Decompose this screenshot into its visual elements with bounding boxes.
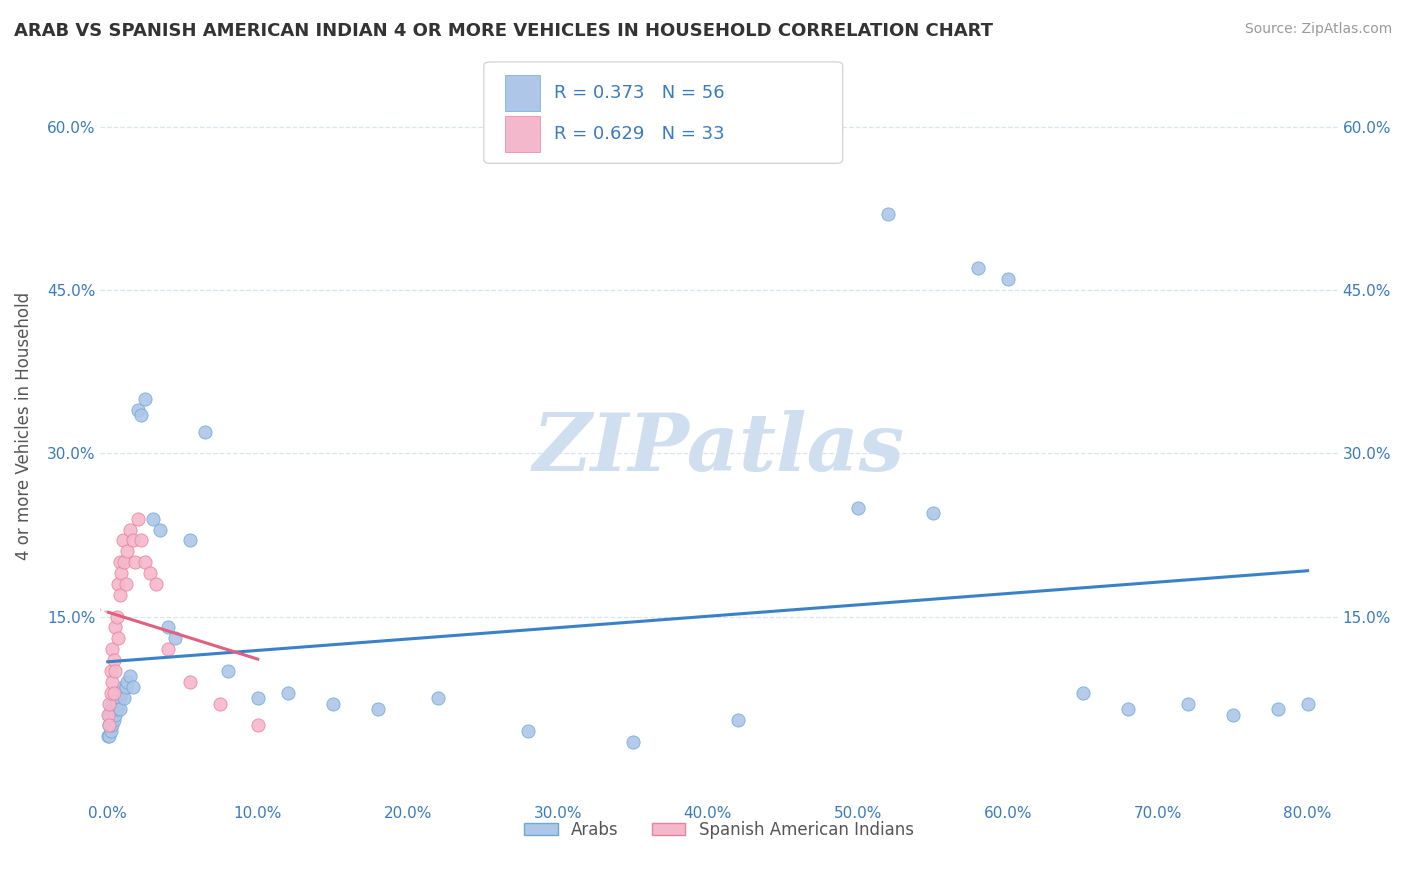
Point	[117, 544, 139, 558]
Y-axis label: 4 or more Vehicles in Household: 4 or more Vehicles in Household	[15, 292, 32, 560]
Point	[1267, 702, 1289, 716]
Point	[1177, 697, 1199, 711]
Point	[156, 642, 179, 657]
Point	[179, 674, 201, 689]
Point	[876, 207, 898, 221]
Point	[621, 735, 644, 749]
Point	[129, 409, 152, 423]
Point	[246, 718, 269, 732]
Point	[108, 691, 131, 706]
Point	[101, 642, 124, 657]
Point	[105, 702, 128, 716]
Point	[127, 402, 149, 417]
Point	[727, 713, 749, 727]
Point	[101, 718, 124, 732]
Point	[107, 577, 129, 591]
Point	[108, 588, 131, 602]
Point	[1296, 697, 1319, 711]
Point	[426, 691, 449, 706]
Point	[98, 718, 121, 732]
Point	[1116, 702, 1139, 716]
Point	[120, 523, 142, 537]
Point	[103, 686, 125, 700]
Point	[100, 664, 122, 678]
Point	[966, 261, 988, 276]
Point	[124, 555, 146, 569]
Point	[101, 674, 124, 689]
Point	[277, 686, 299, 700]
Point	[97, 729, 120, 743]
Point	[134, 555, 156, 569]
Point	[98, 707, 121, 722]
Point	[139, 566, 162, 580]
Text: ZIPatlas: ZIPatlas	[533, 410, 905, 487]
Point	[1222, 707, 1244, 722]
Text: Source: ZipAtlas.com: Source: ZipAtlas.com	[1244, 22, 1392, 37]
Text: R = 0.373   N = 56: R = 0.373 N = 56	[554, 84, 725, 102]
Point	[100, 686, 122, 700]
Point	[111, 681, 134, 695]
Point	[997, 272, 1019, 286]
Point	[142, 511, 165, 525]
Point	[97, 707, 120, 722]
Point	[122, 533, 145, 548]
FancyBboxPatch shape	[484, 62, 842, 163]
Point	[104, 697, 127, 711]
Point	[122, 681, 145, 695]
Point	[111, 533, 134, 548]
Point	[217, 664, 239, 678]
Point	[129, 533, 152, 548]
Point	[104, 620, 127, 634]
Point	[112, 555, 135, 569]
Point	[103, 713, 125, 727]
Point	[367, 702, 389, 716]
Point	[101, 697, 124, 711]
Point	[209, 697, 232, 711]
Point	[179, 533, 201, 548]
Point	[100, 702, 122, 716]
Point	[114, 681, 136, 695]
Point	[98, 729, 121, 743]
Point	[100, 713, 122, 727]
FancyBboxPatch shape	[505, 116, 540, 152]
Point	[105, 691, 128, 706]
Point	[98, 697, 121, 711]
Point	[110, 566, 132, 580]
Point	[322, 697, 344, 711]
Point	[101, 707, 124, 722]
Legend: Arabs, Spanish American Indians: Arabs, Spanish American Indians	[517, 814, 921, 846]
Point	[127, 511, 149, 525]
Point	[104, 707, 127, 722]
Point	[110, 686, 132, 700]
Point	[107, 686, 129, 700]
Point	[516, 723, 538, 738]
Point	[107, 697, 129, 711]
Point	[246, 691, 269, 706]
Point	[100, 723, 122, 738]
Point	[108, 555, 131, 569]
Point	[105, 609, 128, 624]
Point	[117, 674, 139, 689]
Point	[114, 577, 136, 591]
Point	[846, 500, 869, 515]
Text: R = 0.629   N = 33: R = 0.629 N = 33	[554, 125, 725, 143]
Point	[108, 702, 131, 716]
Point	[103, 653, 125, 667]
Point	[165, 632, 187, 646]
Point	[120, 669, 142, 683]
Point	[103, 702, 125, 716]
Point	[104, 664, 127, 678]
Point	[134, 392, 156, 406]
Point	[112, 691, 135, 706]
Point	[194, 425, 217, 439]
FancyBboxPatch shape	[505, 75, 540, 111]
Point	[149, 523, 172, 537]
Point	[156, 620, 179, 634]
Text: ARAB VS SPANISH AMERICAN INDIAN 4 OR MORE VEHICLES IN HOUSEHOLD CORRELATION CHAR: ARAB VS SPANISH AMERICAN INDIAN 4 OR MOR…	[14, 22, 993, 40]
Point	[1071, 686, 1094, 700]
Point	[145, 577, 167, 591]
Point	[921, 506, 943, 520]
Point	[98, 718, 121, 732]
Point	[107, 632, 129, 646]
